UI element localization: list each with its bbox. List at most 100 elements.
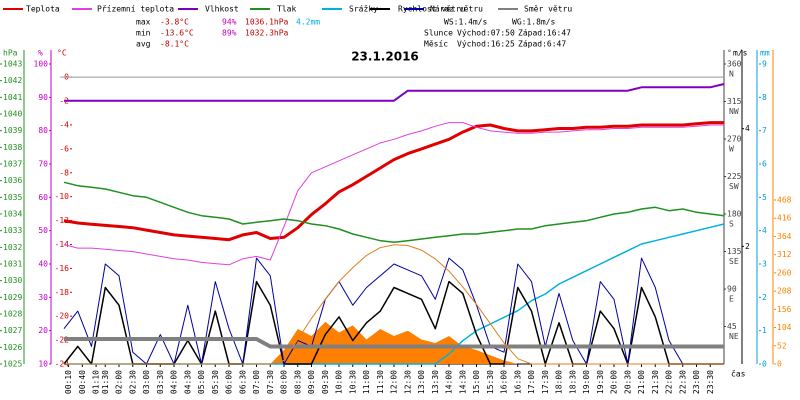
direction-name: W (729, 145, 734, 154)
x-tick-label: 01:10 (92, 370, 101, 394)
y-tick-label: 1027 (3, 326, 22, 335)
y-tick-label: 1042 (3, 76, 22, 85)
x-tick-label: 06:00 (225, 370, 234, 394)
y-tick-label: 468 (777, 195, 792, 204)
x-tick-label: 13:00 (417, 370, 426, 394)
x-tick-label: 10:30 (348, 370, 357, 394)
chart-title: 23.1.2016 (351, 50, 419, 64)
y-tick-label: 0 (762, 360, 767, 369)
x-tick-label: 11:00 (362, 370, 371, 394)
y-tick-label: 70 (38, 160, 48, 169)
axis-unit: % (38, 49, 43, 58)
x-tick-label: 08:30 (293, 370, 302, 394)
direction-name: NW (729, 107, 739, 116)
x-tick-label: 14:00 (445, 370, 454, 394)
x-tick-label: 09:30 (321, 370, 330, 394)
y-tick-label: 416 (777, 214, 792, 223)
direction-name: SW (729, 182, 739, 191)
x-tick-label: 20:00 (610, 370, 619, 394)
x-tick-label: 15:30 (486, 370, 495, 394)
x-tick-label: 02:00 (115, 370, 124, 394)
x-tick-label: 17:30 (541, 370, 550, 394)
x-tick-label: 09:00 (307, 370, 316, 394)
y-tick-label: 3 (762, 260, 767, 269)
y-tick-label: 1 (762, 326, 767, 335)
line (64, 83, 725, 102)
x-tick-label: 05:30 (211, 370, 220, 394)
y-tick-label: 4 (745, 124, 750, 133)
direction-name: SE (729, 257, 739, 266)
info-wind-speed: WS:1.4m/s (444, 18, 488, 27)
x-tick-label: 15:00 (472, 370, 481, 394)
info-sun: Slunce (424, 29, 453, 38)
x-tick-label: 23:00 (692, 370, 701, 394)
y-tick-label: 1043 (3, 60, 22, 69)
legend-label: Přízemní teplota (97, 5, 174, 14)
axis-unit: °C (57, 49, 67, 58)
x-tick-label: 14:30 (458, 370, 467, 394)
y-tick-label: 90 (727, 285, 737, 294)
y-tick-label: 45 (727, 322, 737, 331)
y-tick-label: 1033 (3, 226, 22, 235)
x-axis-label: čas (731, 369, 746, 379)
legend-label: Směr větru (524, 5, 572, 14)
y-tick-label: 156 (777, 305, 792, 314)
direction-name: N (729, 70, 734, 79)
stat-label: min (136, 29, 151, 38)
x-tick-label: 06:30 (238, 370, 247, 394)
x-tick-label: 10:00 (335, 370, 344, 394)
x-tick-label: 00:10 (64, 370, 73, 394)
x-tick-label: 13:30 (431, 370, 440, 394)
axis-unit: hPa (3, 49, 18, 58)
y-tick-label: 0 (777, 360, 782, 369)
line (63, 122, 724, 266)
x-tick-label: 07:30 (266, 370, 275, 394)
x-tick-label: 21:30 (651, 370, 660, 394)
y-tick-label: 1036 (3, 176, 22, 185)
stat-label: max (136, 18, 151, 27)
direction-name: E (729, 295, 734, 304)
info-moon-rise: Východ:16:25 (457, 40, 515, 49)
x-tick-label: 16:30 (513, 370, 522, 394)
y-tick-label: -24 (55, 360, 70, 369)
x-tick-label: 00:40 (78, 370, 87, 394)
y-tick-label: -22 (55, 336, 70, 345)
x-tick-label: 22:30 (678, 370, 687, 394)
stat-label: avg (136, 40, 151, 49)
x-tick-label: 04:30 (183, 370, 192, 394)
x-tick-label: 04:00 (170, 370, 179, 394)
legend-label: Srážky (349, 5, 378, 14)
y-tick-label: 270 (727, 135, 742, 144)
y-tick-label: 180 (727, 210, 742, 219)
x-tick-label: 19:00 (582, 370, 591, 394)
y-tick-label: -6 (59, 144, 69, 153)
y-tick-label: 135 (727, 247, 742, 256)
y-tick-label: -12 (55, 216, 70, 225)
direction-name: S (729, 220, 734, 229)
x-tick-label: 20:30 (623, 370, 632, 394)
y-tick-label: 9 (762, 60, 767, 69)
info-sun-rise: Východ:07:50 (457, 29, 515, 38)
line (64, 337, 724, 349)
y-tick-label: 312 (777, 250, 792, 259)
y-tick-label: -16 (55, 264, 70, 273)
info-moon: Měsíc (424, 40, 448, 49)
info-sun-set: Západ:16:47 (518, 29, 571, 38)
y-tick-label: -20 (55, 312, 70, 321)
y-tick-label: -4 (59, 120, 69, 129)
x-tick-label: 03:30 (156, 370, 165, 394)
y-tick-label: -18 (55, 288, 70, 297)
y-tick-label: -14 (55, 240, 70, 249)
y-tick-label: 50 (38, 226, 48, 235)
y-tick-label: 1040 (3, 110, 22, 119)
y-tick-label: 20 (38, 326, 48, 335)
y-tick-label: 1031 (3, 260, 22, 269)
area (64, 321, 724, 364)
y-tick-label: 6 (762, 160, 767, 169)
stat-humidity: 89% (222, 29, 237, 38)
y-tick-label: -8 (59, 168, 69, 177)
x-tick-label: 07:00 (252, 370, 261, 394)
x-tick-label: 12:00 (390, 370, 399, 394)
y-tick-label: 90 (38, 93, 48, 102)
